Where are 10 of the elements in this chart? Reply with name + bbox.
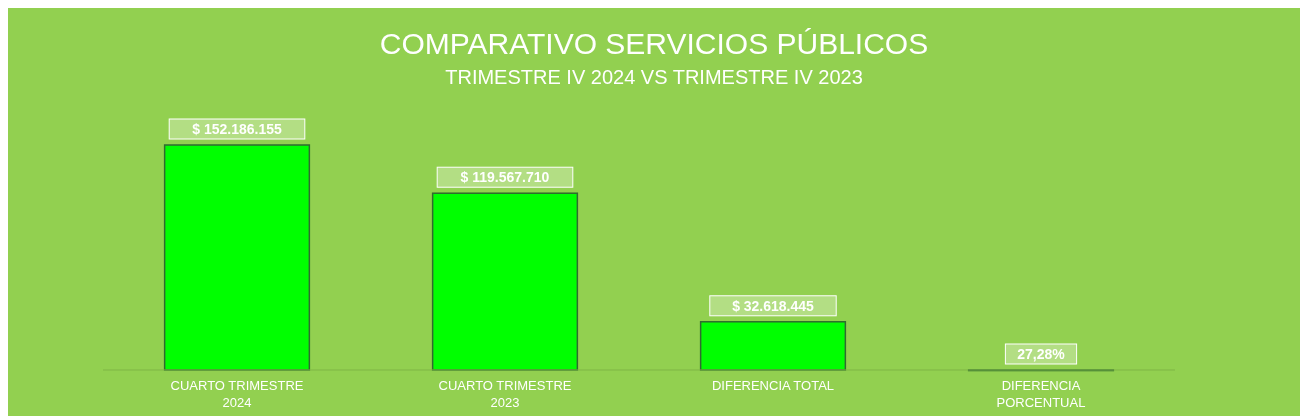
chart-subtitle: TRIMESTRE IV 2024 VS TRIMESTRE IV 2023 — [445, 66, 863, 88]
chart-title: COMPARATIVO SERVICIOS PÚBLICOS — [379, 27, 929, 60]
data-label: 27,28% — [1017, 346, 1066, 362]
x-tick-label: CUARTO TRIMESTRE 2023 — [438, 378, 572, 410]
x-tick-label: DIFERENCIA TOTAL — [711, 378, 835, 393]
data-label: $ 152.186.155 — [192, 121, 282, 137]
data-label: $ 32.618.445 — [732, 297, 815, 314]
data-label: $ 119.567.710 — [460, 169, 550, 186]
x-tick-label: CUARTO TRIMESTRE 2024 — [170, 378, 304, 410]
x-tick-label: DIFERENCIA PORCENTUAL — [996, 378, 1086, 410]
